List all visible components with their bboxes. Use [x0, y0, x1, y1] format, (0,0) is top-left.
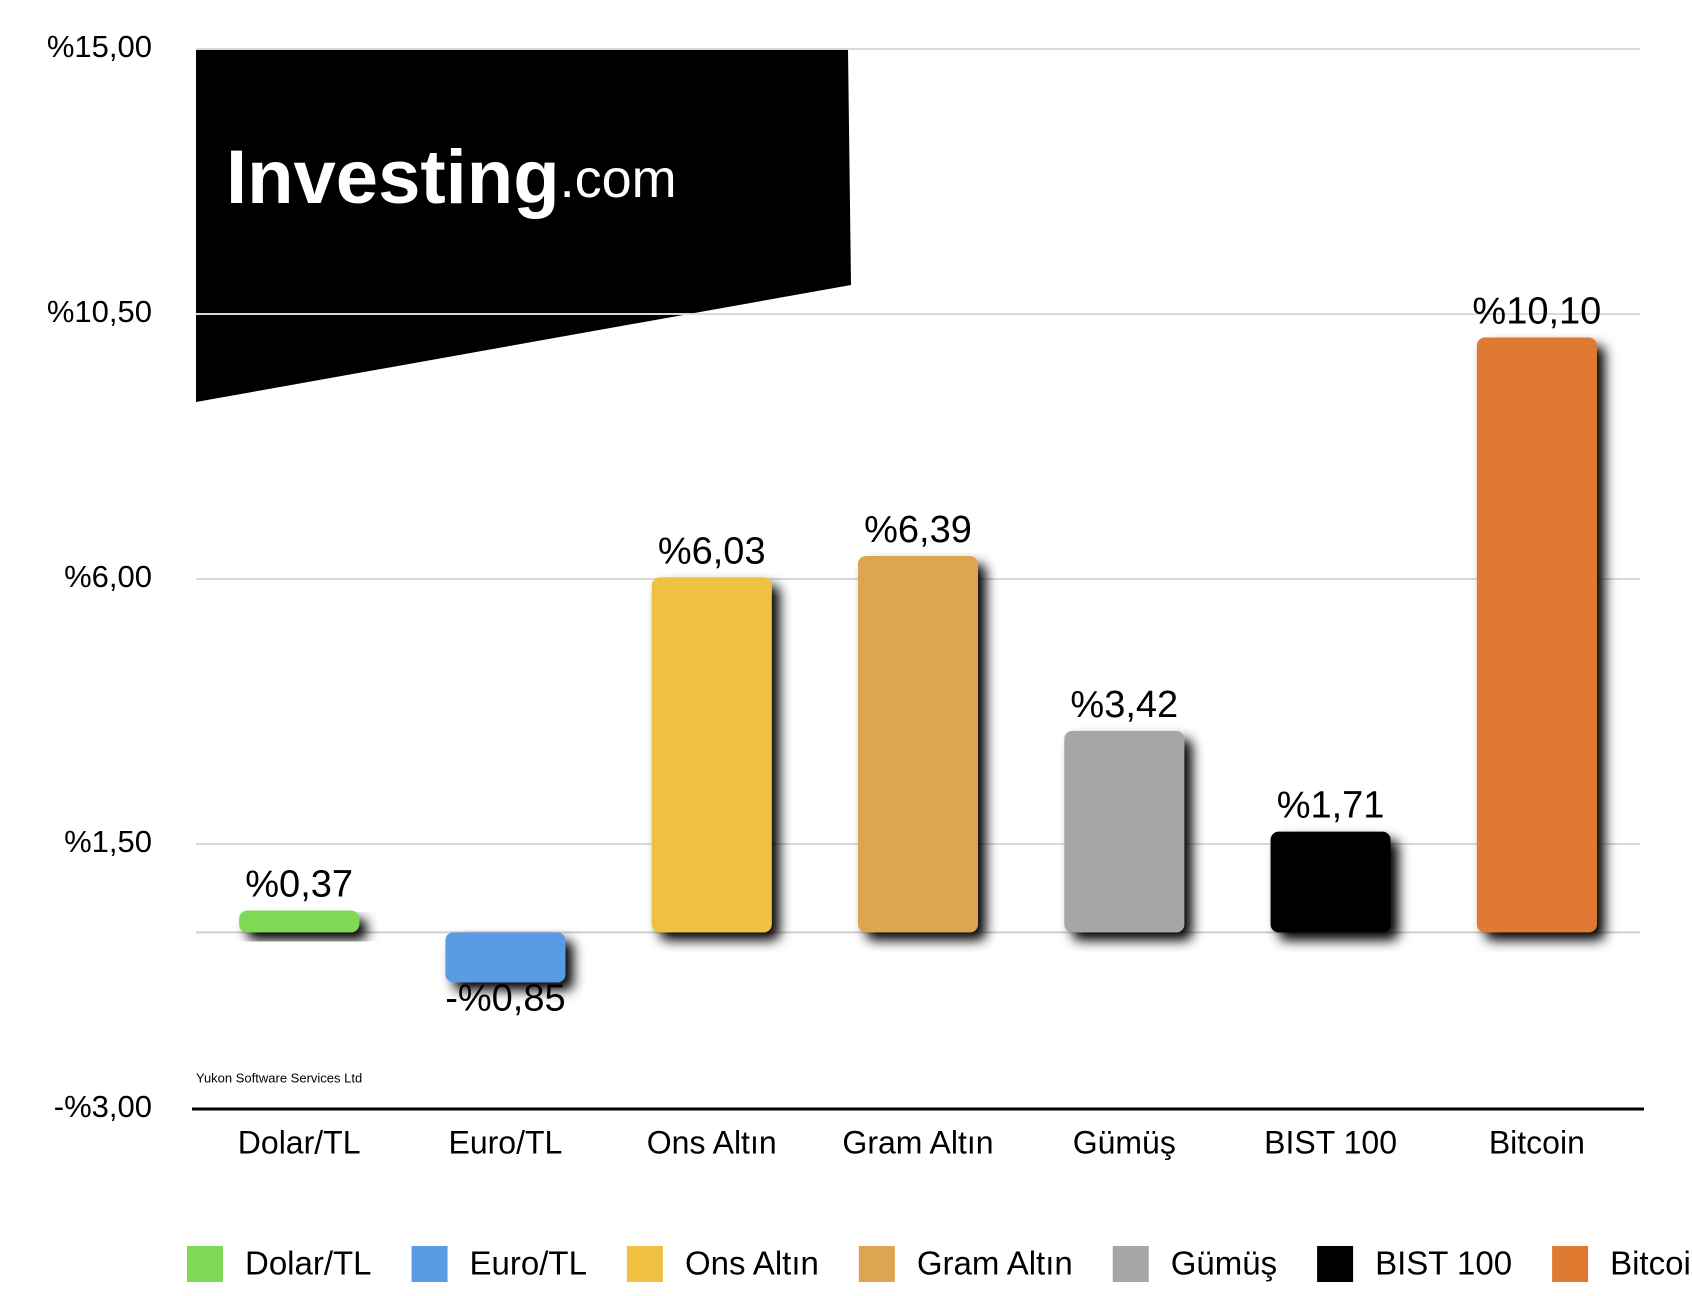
legend-label: Dolar/TL [245, 1245, 372, 1282]
x-tick-label: Gümüş [1073, 1124, 1176, 1160]
legend-swatch [411, 1246, 448, 1282]
x-tick-label: Ons Altın [647, 1124, 777, 1160]
legend-label: Bitcoin [1610, 1245, 1692, 1282]
value-label: %10,10 [1472, 291, 1601, 333]
y-tick-label: %10,50 [47, 294, 152, 329]
x-tick-label: Euro/TL [449, 1124, 563, 1160]
x-tick-label: Bitcoin [1489, 1124, 1585, 1160]
y-tick-label: -%3,00 [54, 1089, 152, 1124]
y-tick-label: %1,50 [64, 824, 152, 859]
x-tick-label: Dolar/TL [238, 1124, 361, 1160]
value-label: %6,03 [658, 530, 766, 572]
legend-swatch [1552, 1246, 1589, 1282]
bar [239, 910, 360, 933]
legend-label: Gümüş [1171, 1245, 1277, 1282]
bar [1270, 831, 1391, 933]
x-tick-label: Gram Altın [842, 1124, 993, 1160]
value-label: %1,71 [1277, 785, 1385, 827]
legend-label: Gram Altın [917, 1245, 1073, 1282]
legend-label: Ons Altın [685, 1245, 819, 1282]
logo-banner [196, 49, 851, 402]
bar [651, 577, 772, 933]
value-label: %6,39 [864, 509, 972, 551]
value-label: %3,42 [1070, 684, 1178, 726]
legend-label: BIST 100 [1375, 1245, 1512, 1282]
bar [445, 932, 566, 983]
value-label: %0,37 [245, 864, 353, 906]
bar [858, 556, 978, 933]
legend-label: Euro/TL [470, 1245, 587, 1282]
legend-swatch [187, 1246, 223, 1282]
x-tick-label: BIST 100 [1264, 1124, 1397, 1160]
y-tick-label: %15,00 [47, 29, 152, 64]
bar [1064, 730, 1185, 933]
legend-swatch [1317, 1246, 1354, 1282]
credit: Yukon Software Services Ltd [196, 1070, 362, 1085]
y-tick-label: %6,00 [64, 559, 152, 594]
bar [1476, 337, 1597, 933]
value-label: -%0,85 [445, 977, 565, 1019]
legend-swatch [626, 1246, 663, 1282]
logo-name: Investing [226, 135, 560, 220]
legend-swatch [1112, 1246, 1149, 1282]
logo-text: Investing.com [226, 135, 677, 220]
legend-swatch [858, 1246, 895, 1282]
logo-suffix: .com [560, 149, 677, 209]
